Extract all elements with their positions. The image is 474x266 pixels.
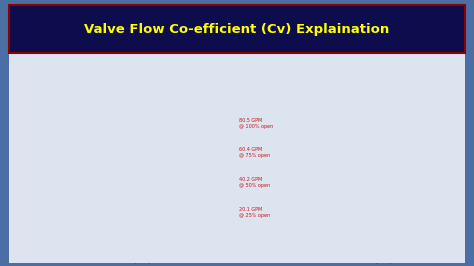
Text: 20.1 GPM
@ 25% open: 20.1 GPM @ 25% open: [239, 207, 271, 218]
Text: 40.2 GPM
@ 50% open: 40.2 GPM @ 50% open: [239, 177, 271, 188]
Text: $C_v$ = 13.5: $C_v$ = 13.5: [424, 150, 449, 159]
Text: @ 75% open: @ 75% open: [179, 163, 210, 168]
Text: @ 100% open: @ 100% open: [179, 135, 214, 140]
Y-axis label: Q
(GPM): Q (GPM): [11, 166, 35, 185]
Text: $C_v$ = 9: $C_v$ = 9: [179, 178, 197, 186]
X-axis label: $\Delta$P (PSI): $\Delta$P (PSI): [363, 254, 393, 266]
Text: $Q = C_v\sqrt{\dfrac{P_1 - P_2}{G_f}}$: $Q = C_v\sqrt{\dfrac{P_1 - P_2}{G_f}}$: [189, 68, 285, 102]
Text: @ 50% open: @ 50% open: [179, 189, 210, 194]
Text: Valve Flow Co-efficient (Cv) Explaination: Valve Flow Co-efficient (Cv) Explainatio…: [84, 23, 390, 36]
X-axis label: $\Delta$P (PSI): $\Delta$P (PSI): [121, 254, 152, 266]
Text: @ 25% open: @ 25% open: [179, 217, 210, 222]
Text: $C_v$ = 18: $C_v$ = 18: [179, 124, 200, 132]
Text: 60.4 GPM
@ 75% open: 60.4 GPM @ 75% open: [239, 147, 271, 158]
Text: 80.5 GPM
@ 100% open: 80.5 GPM @ 100% open: [239, 118, 273, 128]
Y-axis label: Q
(GPM): Q (GPM): [253, 166, 276, 185]
Text: $C_v$ = 13.5: $C_v$ = 13.5: [179, 151, 205, 160]
Text: $C_v$ = 9: $C_v$ = 9: [424, 178, 442, 186]
Text: $C_v$ = 4.5: $C_v$ = 4.5: [179, 205, 201, 214]
Text: $C_v$ = 4.5: $C_v$ = 4.5: [424, 205, 446, 214]
Text: $C_v$ = 18: $C_v$ = 18: [424, 123, 445, 132]
